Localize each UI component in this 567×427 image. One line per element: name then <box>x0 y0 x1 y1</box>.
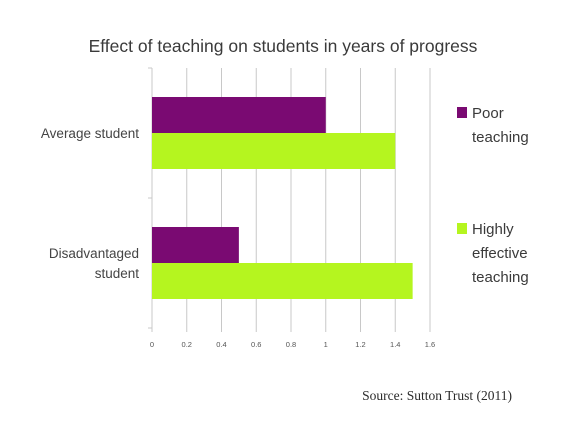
x-tick-label: 0 <box>150 340 154 349</box>
axes <box>148 67 153 329</box>
legend-swatch-highly <box>457 223 467 234</box>
bar-poor-0 <box>152 97 326 133</box>
legend-label-highly: Highly effective teaching <box>472 221 529 286</box>
x-tick-label: 1 <box>324 340 328 349</box>
x-tick-label: 1.6 <box>425 340 435 349</box>
category-label: Average student <box>41 126 139 141</box>
bars <box>152 97 413 299</box>
bar-highly-0 <box>152 133 396 169</box>
x-tick-label: 1.4 <box>390 340 400 349</box>
bar-poor-1 <box>152 227 239 263</box>
x-tick-label: 0.6 <box>251 340 261 349</box>
legend-swatch-poor <box>457 107 467 118</box>
x-tick-label: 0.2 <box>182 340 192 349</box>
x-tick-label: 0.8 <box>286 340 296 349</box>
legend: Poor teaching Highly effective teaching <box>457 105 529 286</box>
x-tick-label: 1.2 <box>355 340 365 349</box>
bar-highly-1 <box>152 263 413 299</box>
category-labels: Average student Disadvantaged student <box>41 126 139 281</box>
source-note: Source: Sutton Trust (2011) <box>362 388 512 403</box>
x-tick-labels: 0 0.2 0.4 0.6 0.8 1 1.2 1.4 1.6 <box>150 340 435 349</box>
chart-title: Effect of teaching on students in years … <box>89 36 478 56</box>
category-label: Disadvantaged student <box>49 246 139 281</box>
x-tick-label: 0.4 <box>216 340 226 349</box>
legend-label-poor: Poor teaching <box>472 105 529 146</box>
